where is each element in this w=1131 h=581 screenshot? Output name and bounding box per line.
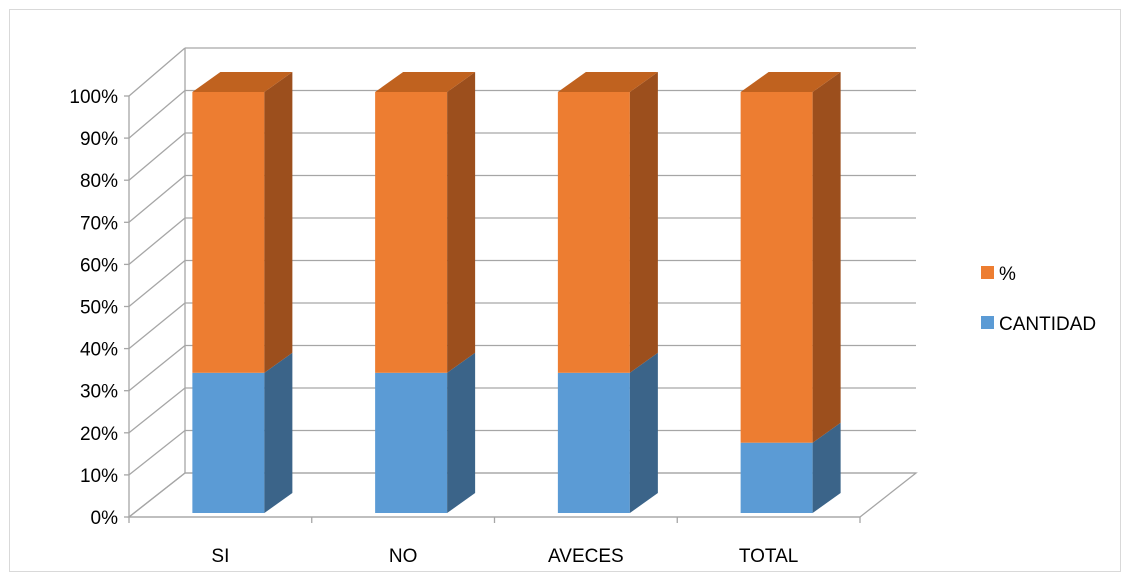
y-tick-label: 90% <box>80 129 118 150</box>
bar-front-CANTIDAD <box>740 442 813 513</box>
side-gridline <box>128 344 186 392</box>
y-tick-label: 0% <box>91 508 119 529</box>
legend-swatch-% <box>981 266 994 279</box>
y-tick-label: 60% <box>80 255 118 276</box>
bar-front-% <box>557 92 630 373</box>
bar-side-CANTIDAD <box>629 352 658 513</box>
bar-top-% <box>375 72 476 92</box>
y-tick-label: 100% <box>69 87 118 108</box>
y-tick-label: 10% <box>80 466 118 487</box>
bar-side-CANTIDAD <box>812 422 841 513</box>
category-label: AVECES <box>548 546 624 567</box>
bar-top-% <box>740 72 841 92</box>
side-gridline <box>128 90 186 139</box>
bar-side-CANTIDAD <box>447 352 476 513</box>
y-axis: 0% 10% 20% 30% 40% 50% 60% 70% 80% 90% 100% <box>69 87 130 529</box>
y-tick-label: 80% <box>80 171 118 192</box>
bar-top-% <box>557 72 658 92</box>
side-gridline <box>128 387 186 434</box>
bar-front-% <box>740 92 813 443</box>
side-gridline <box>128 217 186 265</box>
category-label: SI <box>211 546 229 567</box>
bar-front-% <box>192 92 265 373</box>
side-gridline <box>128 302 186 350</box>
y-tick-label: 70% <box>80 213 118 234</box>
y-tick-label: 40% <box>80 340 118 361</box>
category-label: NO <box>389 546 418 567</box>
legend-label: CANTIDAD <box>999 314 1096 335</box>
legend-label: % <box>999 264 1016 285</box>
bar-side-CANTIDAD <box>264 352 293 513</box>
side-gridline <box>128 472 186 518</box>
bar-side-% <box>447 72 476 373</box>
bar-front-% <box>375 92 448 373</box>
side-gridline <box>128 132 186 181</box>
y-tick-label: 20% <box>80 424 118 445</box>
y-tick-label: 30% <box>80 382 118 403</box>
chart-frame: 0% 10% 20% 30% 40% 50% 60% 70% 80% 90% 100% SI NO AV… <box>9 9 1121 572</box>
side-gridline <box>128 429 186 476</box>
category-label: TOTAL <box>739 546 798 567</box>
side-gridline <box>128 47 186 97</box>
y-tick-label: 50% <box>80 298 118 319</box>
bar-top-% <box>192 72 293 92</box>
legend: % CANTIDAD <box>981 264 1096 335</box>
bar-front-CANTIDAD <box>192 372 265 513</box>
bar-front-CANTIDAD <box>557 372 630 513</box>
bar-side-% <box>812 72 841 443</box>
stacked-3d-bar-chart: 0% 10% 20% 30% 40% 50% 60% 70% 80% 90% 100% SI NO AV… <box>69 47 1096 567</box>
bar-front-CANTIDAD <box>375 372 448 513</box>
side-gridline <box>128 175 186 223</box>
bars <box>192 72 841 513</box>
legend-swatch-CANTIDAD <box>981 316 994 329</box>
bar-side-% <box>264 72 293 373</box>
x-axis: SI NO AVECES TOTAL <box>128 516 861 567</box>
bar-side-% <box>629 72 658 373</box>
side-gridline <box>128 259 186 308</box>
